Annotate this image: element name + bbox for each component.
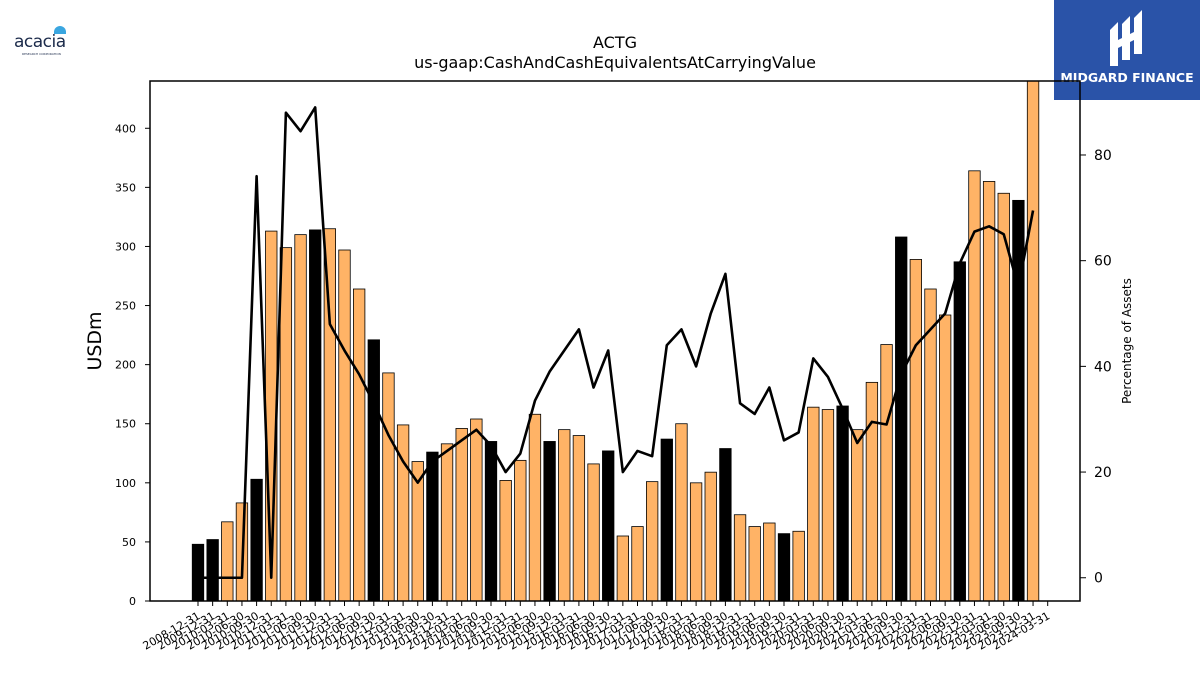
bar-quarterly [587,463,600,602]
y2-tick-label: 80 [1094,148,1112,164]
bar-quarterly [704,471,717,602]
plot-frame [149,80,1081,602]
bar-quarterly [558,429,571,602]
bar-quarterly [997,192,1010,602]
bar-quarterly [455,428,468,602]
bar-quarterly [763,522,776,602]
bar-quarterly [733,514,747,602]
bar-quarterly [851,429,864,602]
y-axis-right: 0 20 40 60 80 [1080,148,1112,587]
bar-annual [426,451,439,602]
acacia-logo-subtext: RESEARCH CORPORATION [22,52,61,56]
bar-quarterly [396,424,410,602]
y-tick-label: 300 [115,240,136,253]
bar-annual [836,405,849,602]
bar-quarterly [514,459,527,602]
bar-quarterly [821,409,835,602]
bar-quarterly [382,372,395,602]
bar-quarterly [338,249,351,602]
bar-quarterly [499,480,512,602]
midgard-logo-icon [1110,10,1142,66]
bar-quarterly [909,259,922,602]
bar-annual [191,543,205,602]
bar-quarterly [968,170,981,602]
bar-annual [250,478,263,602]
bar-quarterly [1026,80,1040,602]
bar-quarterly [221,521,234,602]
y2-tick-label: 40 [1094,359,1112,375]
bar-quarterly [807,406,820,602]
bar-quarterly [792,530,805,602]
bar-annual [484,441,498,602]
y2-tick-label: 20 [1094,465,1112,481]
y-tick-label: 200 [115,359,136,372]
y-tick-label: 400 [115,122,136,135]
y-axis-label: USDm [84,311,106,370]
y-tick-label: 150 [115,418,136,431]
bar-quarterly [440,443,454,602]
bar-quarterly [865,381,879,602]
y2-tick-label: 60 [1094,254,1112,270]
chart-title: ACTG [593,33,637,52]
bar-quarterly [880,344,893,602]
bar-quarterly [646,481,659,602]
bar-annual [895,236,908,602]
y-axis-left: 0 50 100 150 200 250 300 350 400 [115,122,150,608]
y-tick-label: 350 [115,181,136,194]
bar-quarterly [631,526,644,602]
bar-quarterly [939,314,952,602]
y-tick-label: 250 [115,300,136,313]
bar-quarterly [982,181,996,602]
bar-annual [953,261,966,602]
y2-axis-label: Percentage of Assets [1120,278,1134,404]
bar-annual [543,441,556,602]
pct-line-series [198,106,1035,580]
bar-annual [367,339,380,602]
bar-annual [660,438,673,602]
bar-quarterly [279,247,293,602]
bar-quarterly [528,413,542,602]
bar-quarterly [323,228,337,602]
bar-annual [309,229,322,602]
bar-quarterly [675,423,688,602]
bar-quarterly [689,482,703,602]
bar-quarterly [572,435,586,602]
bar-quarterly [470,418,483,602]
bar-quarterly [294,234,307,602]
y-tick-label: 50 [122,536,136,549]
pct-assets-line [198,106,1035,580]
bar-annual [602,450,615,602]
acacia-logo: acacia RESEARCH CORPORATION [14,26,78,56]
bar-quarterly [616,535,629,602]
y-tick-label: 0 [129,595,136,608]
bar-quarterly [748,526,761,602]
bar-quarterly [352,288,366,602]
bar-quarterly [924,288,937,602]
bar-annual [206,539,219,602]
bar-annual [719,448,732,602]
brand-name: MIDGARD FINANCE [1060,70,1194,85]
midgard-finance-logo: MIDGARD FINANCE [1054,0,1200,100]
bar-annual [777,533,791,602]
x-axis: 2008-12-312009-12-312010-03-312010-06-30… [141,601,1052,653]
y-tick-label: 100 [115,477,136,490]
acacia-logo-mark [54,26,66,34]
acacia-logo-text: acacia [14,32,66,52]
chart-subtitle: us-gaap:CashAndCashEquivalentsAtCarrying… [414,53,816,72]
y2-tick-label: 0 [1094,571,1103,587]
